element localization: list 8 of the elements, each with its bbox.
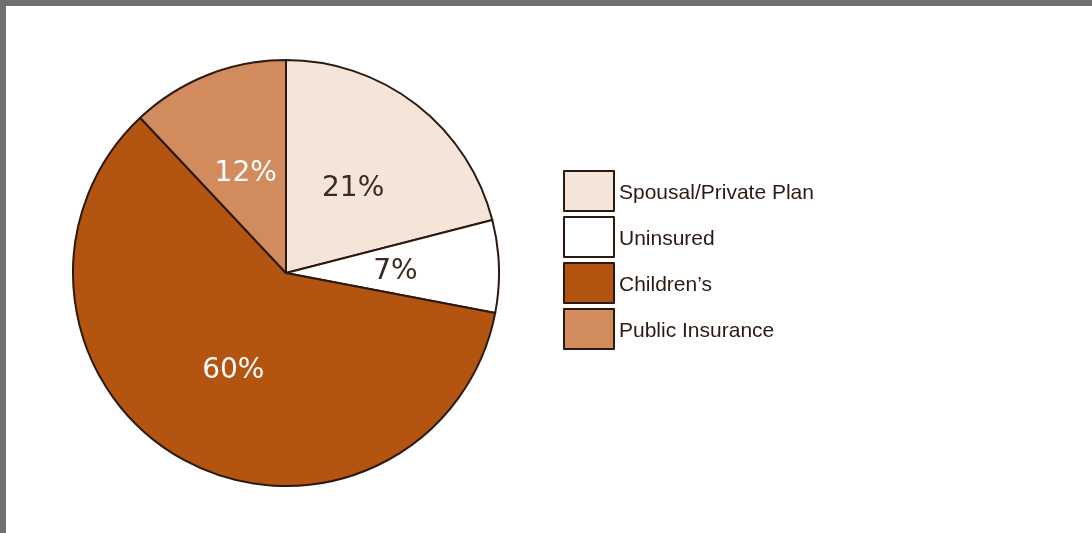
legend-label: Spousal/Private Plan: [619, 179, 814, 203]
data-label: 21%: [322, 169, 385, 203]
legend-label: Uninsured: [619, 225, 715, 249]
legend-label: Public Insurance: [619, 317, 775, 341]
legend-label: Children’s: [619, 271, 712, 295]
data-label: 60%: [202, 352, 265, 386]
data-label: 12%: [214, 154, 277, 188]
data-label: 7%: [373, 253, 418, 287]
